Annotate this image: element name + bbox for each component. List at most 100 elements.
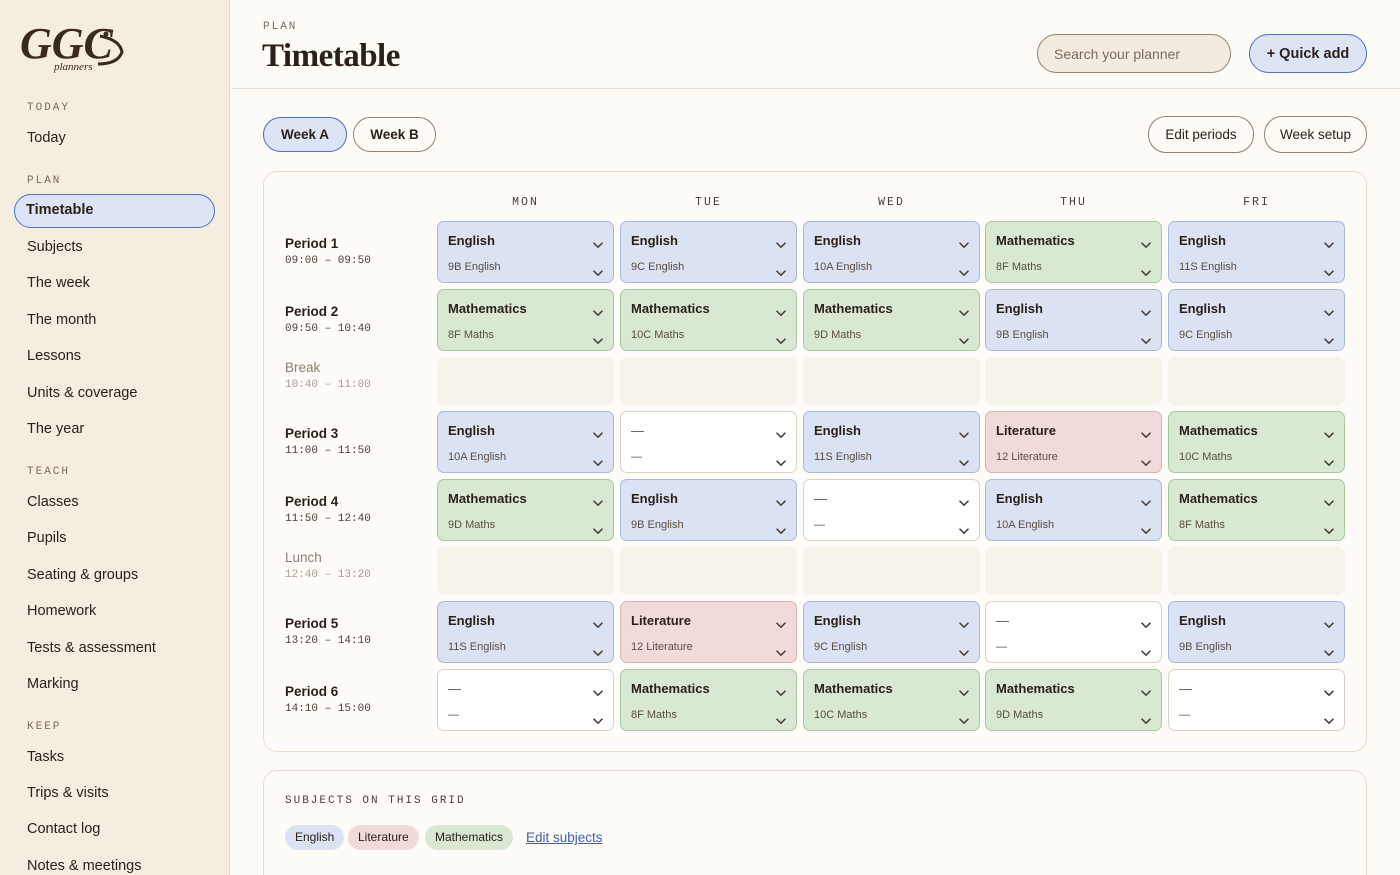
week-b-tab[interactable]: Week B [353, 117, 436, 152]
subject-select[interactable]: English [631, 233, 678, 248]
lesson-cell[interactable]: Mathematics 9D Maths [803, 289, 980, 351]
lesson-cell[interactable]: — — [1168, 669, 1345, 731]
sidebar-item-tasks[interactable]: Tasks [27, 749, 65, 765]
class-select[interactable]: — [448, 709, 459, 721]
lesson-cell[interactable]: — — [985, 601, 1162, 663]
sidebar-item-timetable[interactable]: Timetable [14, 194, 215, 228]
chevron-down-icon[interactable] [1324, 494, 1334, 506]
chevron-down-icon[interactable] [1141, 426, 1151, 438]
lesson-cell[interactable]: English 11S English [803, 411, 980, 473]
chevron-down-icon[interactable] [1141, 616, 1151, 628]
chevron-down-icon[interactable] [1324, 264, 1334, 276]
sidebar-item-units-coverage[interactable]: Units & coverage [27, 385, 138, 401]
lesson-cell[interactable]: Mathematics 10C Maths [803, 669, 980, 731]
chevron-down-icon[interactable] [959, 522, 969, 534]
sidebar-item-classes[interactable]: Classes [27, 494, 79, 510]
sidebar-item-marking[interactable]: Marking [27, 676, 79, 692]
class-select[interactable]: 9D Maths [448, 519, 496, 531]
subject-select[interactable]: English [814, 423, 861, 438]
chevron-down-icon[interactable] [959, 454, 969, 466]
chevron-down-icon[interactable] [1141, 304, 1151, 316]
sidebar-item-subjects[interactable]: Subjects [27, 239, 83, 255]
subject-select[interactable]: — [996, 613, 1009, 628]
subject-select[interactable]: Mathematics [814, 681, 893, 696]
subject-select[interactable]: English [448, 423, 495, 438]
chevron-down-icon[interactable] [593, 644, 603, 656]
lesson-cell[interactable]: Mathematics 8F Maths [620, 669, 797, 731]
sidebar-item-homework[interactable]: Homework [27, 603, 97, 619]
lesson-cell[interactable]: English 9B English [437, 221, 614, 283]
edit-subjects-link[interactable]: Edit subjects [526, 830, 603, 845]
subject-select[interactable]: Literature [996, 423, 1056, 438]
chevron-down-icon[interactable] [776, 264, 786, 276]
class-select[interactable]: 9B English [1179, 641, 1232, 653]
lesson-cell[interactable]: English 9B English [620, 479, 797, 541]
search-input[interactable] [1037, 34, 1231, 73]
lesson-cell[interactable]: Mathematics 9D Maths [985, 669, 1162, 731]
lesson-cell[interactable]: English 9C English [1168, 289, 1345, 351]
lesson-cell[interactable]: Mathematics 10C Maths [1168, 411, 1345, 473]
subject-select[interactable]: English [1179, 233, 1226, 248]
class-select[interactable]: — [1179, 709, 1190, 721]
chevron-down-icon[interactable] [959, 684, 969, 696]
chevron-down-icon[interactable] [1324, 522, 1334, 534]
class-select[interactable]: 8F Maths [1179, 519, 1225, 531]
week-a-tab[interactable]: Week A [263, 117, 347, 152]
chevron-down-icon[interactable] [1141, 236, 1151, 248]
sidebar-item-the-week[interactable]: The week [27, 275, 90, 291]
chevron-down-icon[interactable] [1141, 644, 1151, 656]
quick-add-button[interactable]: + Quick add [1249, 34, 1367, 73]
chevron-down-icon[interactable] [1141, 684, 1151, 696]
chevron-down-icon[interactable] [593, 236, 603, 248]
week-setup-button[interactable]: Week setup [1264, 116, 1367, 153]
chevron-down-icon[interactable] [1324, 454, 1334, 466]
chevron-down-icon[interactable] [776, 644, 786, 656]
lesson-cell[interactable]: English 11S English [1168, 221, 1345, 283]
chevron-down-icon[interactable] [959, 644, 969, 656]
chevron-down-icon[interactable] [959, 304, 969, 316]
lesson-cell[interactable]: English 10A English [437, 411, 614, 473]
chevron-down-icon[interactable] [1141, 454, 1151, 466]
class-select[interactable]: 9D Maths [996, 709, 1044, 721]
class-select[interactable]: 10A English [814, 261, 873, 273]
lesson-cell[interactable]: — — [437, 669, 614, 731]
class-select[interactable]: 9C English [631, 261, 685, 273]
class-select[interactable]: 11S English [1179, 261, 1237, 273]
chevron-down-icon[interactable] [776, 684, 786, 696]
sidebar-item-the-year[interactable]: The year [27, 421, 85, 437]
chevron-down-icon[interactable] [593, 712, 603, 724]
chevron-down-icon[interactable] [1141, 494, 1151, 506]
class-select[interactable]: 10C Maths [631, 329, 685, 341]
class-select[interactable]: 11S English [814, 451, 872, 463]
chevron-down-icon[interactable] [959, 712, 969, 724]
chevron-down-icon[interactable] [1324, 712, 1334, 724]
lesson-cell[interactable]: — — [803, 479, 980, 541]
subject-select[interactable]: English [996, 491, 1043, 506]
chevron-down-icon[interactable] [1324, 332, 1334, 344]
lesson-cell[interactable]: English 9B English [985, 289, 1162, 351]
subject-select[interactable]: English [814, 613, 861, 628]
chevron-down-icon[interactable] [1324, 304, 1334, 316]
chevron-down-icon[interactable] [1324, 644, 1334, 656]
subject-select[interactable]: Mathematics [631, 301, 710, 316]
chevron-down-icon[interactable] [776, 712, 786, 724]
subject-select[interactable]: Literature [631, 613, 691, 628]
subject-select[interactable]: Mathematics [448, 491, 527, 506]
subject-select[interactable]: English [631, 491, 678, 506]
class-select[interactable]: 12 Literature [996, 451, 1058, 463]
subject-select[interactable]: Mathematics [814, 301, 893, 316]
sidebar-item-seating-groups[interactable]: Seating & groups [27, 567, 139, 583]
lesson-cell[interactable]: Mathematics 8F Maths [437, 289, 614, 351]
chevron-down-icon[interactable] [593, 332, 603, 344]
class-select[interactable]: 8F Maths [996, 261, 1042, 273]
chevron-down-icon[interactable] [593, 616, 603, 628]
chevron-down-icon[interactable] [1324, 426, 1334, 438]
edit-periods-button[interactable]: Edit periods [1148, 116, 1254, 153]
lesson-cell[interactable]: Literature 12 Literature [985, 411, 1162, 473]
chevron-down-icon[interactable] [593, 264, 603, 276]
class-select[interactable]: 8F Maths [448, 329, 494, 341]
chevron-down-icon[interactable] [776, 304, 786, 316]
lesson-cell[interactable]: English 11S English [437, 601, 614, 663]
lesson-cell[interactable]: English 10A English [985, 479, 1162, 541]
chevron-down-icon[interactable] [593, 426, 603, 438]
